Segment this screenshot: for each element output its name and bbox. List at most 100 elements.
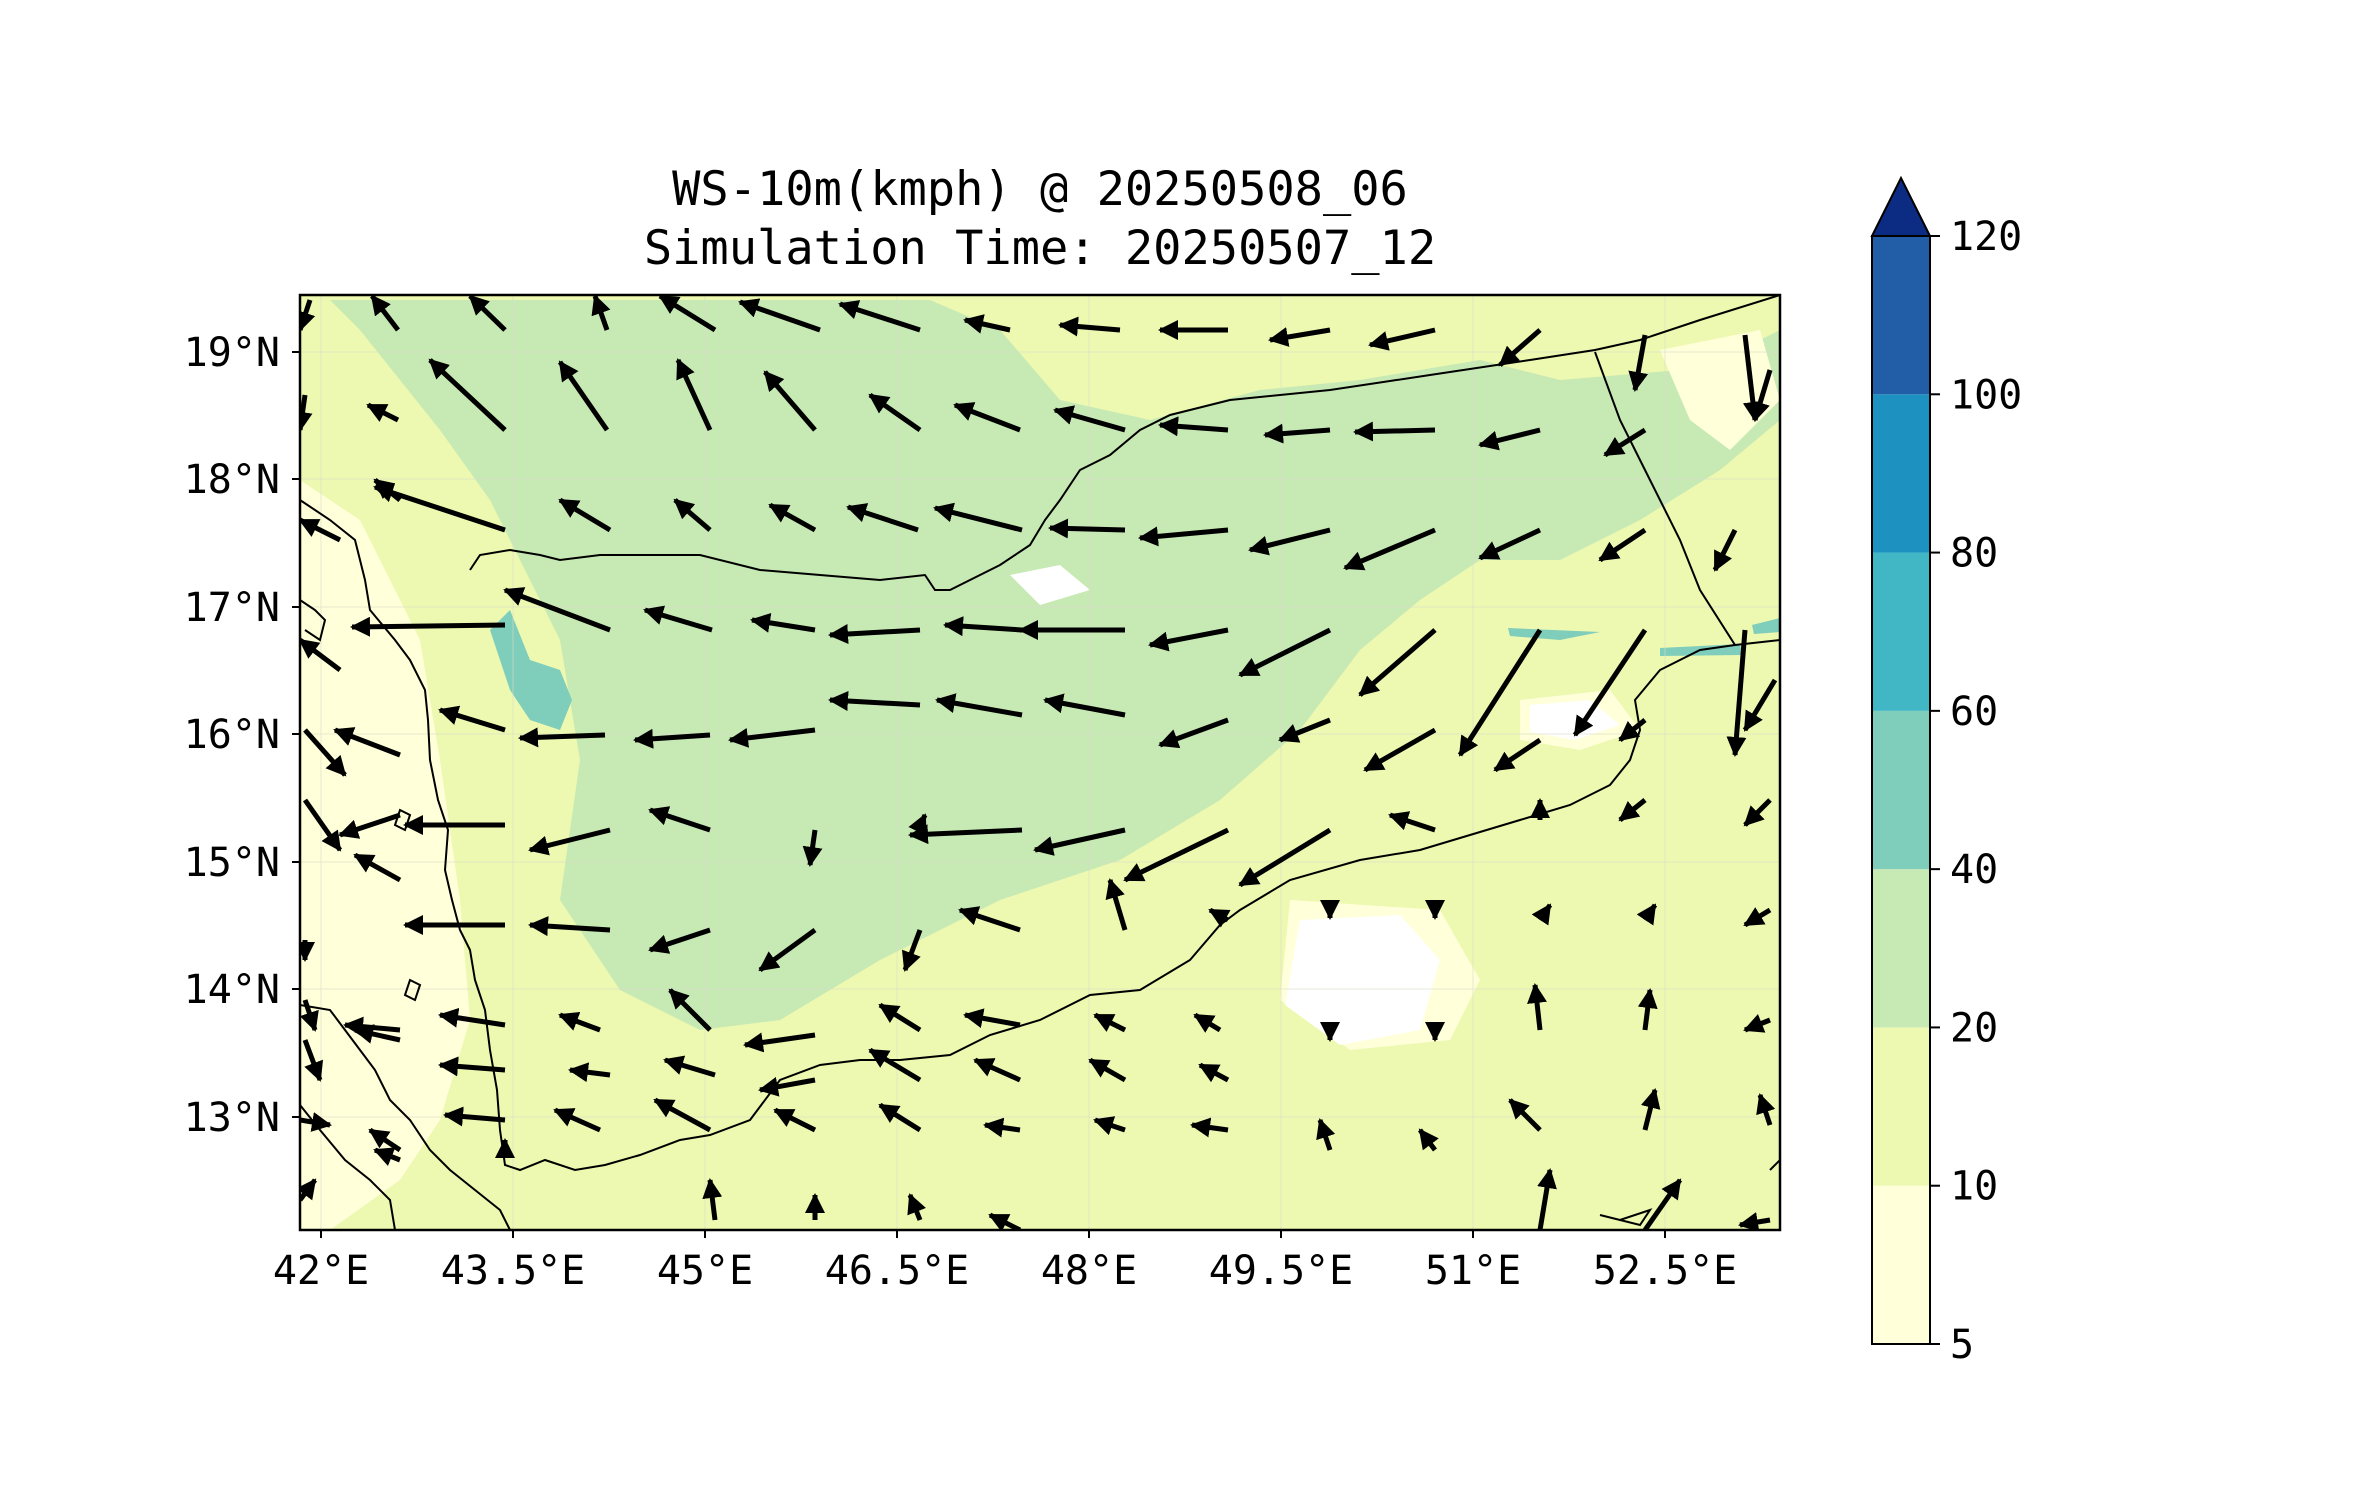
wind-arrow: [1278, 717, 1331, 743]
wind-arrow: [1418, 1128, 1439, 1152]
wind-arrow: [878, 1102, 922, 1133]
wind-arrow: [846, 503, 919, 533]
colorbar-segment: [1872, 1027, 1930, 1186]
wind-arrow: [1248, 527, 1331, 556]
y-tick-label: 14°N: [184, 967, 280, 1013]
wind-arrow: [763, 370, 817, 432]
y-tick-label: 16°N: [184, 712, 280, 758]
wind-arrow: [963, 314, 1011, 334]
y-tick-label: 17°N: [184, 585, 280, 631]
wind-arrow: [768, 502, 817, 533]
wind-arrow: [1598, 527, 1647, 563]
wind-arrow: [1123, 827, 1230, 883]
x-tick-label: 45°E: [657, 1248, 753, 1294]
colorbar-label: 100: [1950, 372, 2022, 418]
wind-arrow: [738, 298, 821, 333]
wind-arrow: [1388, 811, 1436, 833]
wind-arrow: [303, 728, 347, 777]
wind-arrow: [1358, 628, 1437, 697]
wind-arrow: [668, 988, 712, 1032]
wind-arrow: [338, 812, 401, 839]
wind-arrow: [907, 1193, 926, 1221]
wind-arrow: [643, 605, 713, 633]
wind-arrow: [908, 824, 1023, 845]
wind-arrow: [1640, 1088, 1661, 1131]
wind-arrow: [1457, 628, 1543, 757]
wind-arrow: [878, 1002, 922, 1033]
wind-arrow: [743, 1032, 816, 1053]
colorbar-segment: [1872, 236, 1930, 395]
wind-arrow: [933, 502, 1023, 533]
wind-arrow: [1138, 526, 1229, 547]
wind-arrow: [973, 1057, 1022, 1083]
wind-arrow: [1363, 727, 1437, 773]
wind-arrow: [758, 1076, 816, 1097]
wind-arrow: [1603, 427, 1647, 458]
y-tick-label: 15°N: [184, 840, 280, 886]
y-tick-label: 18°N: [184, 457, 280, 503]
x-axis-ticks: 42°E 43.5°E 45°E 46.5°E 48°E 49.5°E 51°E 52.5°E: [273, 1230, 1737, 1294]
colorbar-label: 20: [1950, 1005, 1998, 1051]
wind-arrow: [1726, 629, 1748, 757]
x-tick-label: 43.5°E: [441, 1248, 586, 1294]
wind-speed-contour-40-60: [490, 610, 1780, 730]
wind-arrow: [1743, 1014, 1771, 1033]
wind-arrow: [1508, 1098, 1542, 1132]
wind-arrow: [935, 693, 1023, 718]
wind-arrow: [802, 829, 823, 867]
wind-arrow: [302, 1039, 324, 1082]
wind-arrow: [591, 295, 611, 331]
wind-arrow: [443, 1106, 506, 1127]
wind-arrow: [1268, 327, 1331, 347]
wind-arrow: [438, 1007, 506, 1028]
wind-arrow: [300, 999, 319, 1032]
wind-arrow: [673, 498, 712, 532]
wind-arrow: [1190, 1117, 1229, 1138]
wind-vector-field: [300, 295, 1778, 1230]
wind-arrow: [528, 916, 611, 937]
wind-arrow: [1742, 678, 1778, 732]
wind-arrow: [1353, 421, 1436, 442]
colorbar-segment: [1872, 394, 1930, 553]
colorbar-label: 60: [1950, 689, 1998, 735]
wind-arrow: [300, 1178, 317, 1202]
wind-arrow: [1198, 1062, 1230, 1083]
colorbar-label: 5: [1950, 1322, 1974, 1368]
wind-arrow: [1148, 627, 1229, 652]
wind-arrow: [1053, 405, 1126, 433]
wind-arrow: [1105, 878, 1128, 931]
wind-arrow: [366, 402, 400, 423]
x-tick-label: 42°E: [273, 1248, 369, 1294]
wind-arrow: [557, 360, 610, 432]
wind-arrow: [353, 1024, 401, 1044]
wind-arrow: [838, 300, 921, 333]
y-tick-label: 13°N: [184, 1095, 280, 1141]
wind-arrow: [528, 827, 611, 856]
wind-arrow: [1033, 827, 1126, 856]
wind-arrow: [675, 358, 713, 432]
wind-arrow: [503, 587, 611, 633]
wind-arrow: [1048, 518, 1126, 539]
wind-arrow: [1572, 628, 1648, 737]
wind-arrow: [373, 483, 506, 533]
wind-arrow: [663, 1055, 716, 1078]
wind-arrow: [1478, 427, 1541, 451]
wind-speed-minimum-pockets: [1010, 565, 1620, 1045]
colorbar-segment: [1872, 710, 1930, 870]
wind-arrow: [368, 1127, 402, 1153]
wind-arrow: [728, 727, 816, 748]
y-axis-ticks: 19°N 18°N 17°N 16°N 15°N 14°N 13°N: [184, 330, 300, 1141]
wind-arrow: [1636, 903, 1658, 926]
wind-arrow: [1493, 737, 1542, 773]
x-tick-label: 49.5°E: [1209, 1248, 1354, 1294]
colorbar-label: 40: [1950, 847, 1998, 893]
colorbar-label: 120: [1950, 214, 2022, 260]
wind-arrow: [1743, 907, 1772, 928]
wind-arrow: [648, 927, 711, 954]
wind-arrow: [353, 852, 402, 883]
colorbar-extend-arrow: [1870, 175, 1932, 237]
wind-arrow: [468, 295, 507, 332]
wind-arrow: [963, 1008, 1021, 1029]
wind-arrow: [300, 299, 316, 332]
